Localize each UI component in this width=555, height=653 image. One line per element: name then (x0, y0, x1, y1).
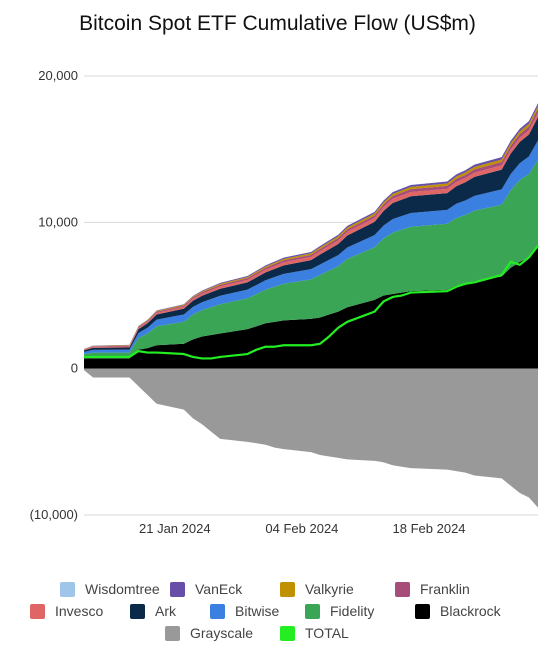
y-tick-label: 10,000 (38, 214, 78, 229)
area-fidelity (84, 159, 538, 359)
legend-item: Valkyrie (280, 578, 354, 600)
legend-label: Bitwise (235, 603, 280, 619)
legend-label: Ark (155, 603, 176, 619)
legend-item: Fidelity (305, 600, 374, 622)
legend-row: Grayscale TOTAL (30, 622, 530, 644)
y-tick-label: 0 (71, 361, 78, 376)
legend: Wisdomtree VanEck Valkyrie Franklin Invesco A… (30, 578, 530, 644)
legend-swatch (130, 603, 145, 619)
legend-item: VanEck (170, 578, 242, 600)
y-axis-tick-labels: 20,000 10,000 0 (10,000) (30, 68, 78, 522)
legend-item: TOTAL (280, 622, 349, 644)
legend-swatch (305, 603, 320, 619)
area-blackrock (84, 247, 538, 369)
legend-label: Fidelity (330, 603, 375, 619)
legend-label: VanEck (195, 581, 243, 597)
legend-label: Valkyrie (305, 581, 354, 597)
chart-title: Bitcoin Spot ETF Cumulative Flow (US$m) (79, 12, 476, 35)
legend-item: Ark (130, 600, 176, 622)
legend-label: Invesco (55, 603, 104, 619)
legend-swatch (280, 581, 295, 597)
legend-swatch (60, 581, 75, 597)
legend-item: Franklin (395, 578, 470, 600)
legend-swatch (210, 603, 225, 619)
legend-swatch (30, 603, 45, 619)
area-series (84, 103, 538, 508)
legend-swatch (165, 625, 180, 641)
legend-label: TOTAL (305, 625, 349, 641)
legend-label: Grayscale (190, 625, 254, 641)
legend-row: Invesco Ark Bitwise Fidelity Blackrock (30, 600, 530, 622)
x-axis-tick-labels: 21 Jan 2024 04 Feb 2024 18 Feb 2024 (139, 521, 466, 536)
legend-item: Wisdomtree (60, 578, 160, 600)
legend-item: Blackrock (415, 600, 501, 622)
legend-swatch (170, 581, 185, 597)
legend-swatch (280, 625, 295, 641)
x-tick-label: 21 Jan 2024 (139, 521, 211, 536)
legend-label: Franklin (420, 581, 470, 597)
area-grayscale (84, 368, 538, 508)
legend-item: Grayscale (165, 622, 253, 644)
line-total (84, 245, 539, 360)
legend-item: Bitwise (210, 600, 279, 622)
line-series (84, 245, 539, 360)
legend-item: Invesco (30, 600, 103, 622)
legend-swatch (395, 581, 410, 597)
legend-row: Wisdomtree VanEck Valkyrie Franklin (30, 578, 530, 600)
y-tick-label: 20,000 (38, 68, 78, 83)
legend-label: Wisdomtree (85, 581, 160, 597)
plot-area: 20,000 10,000 0 (10,000) 21 Jan 2024 04 Feb … (30, 68, 539, 536)
legend-label: Blackrock (440, 603, 501, 619)
x-tick-label: 18 Feb 2024 (393, 521, 466, 536)
legend-swatch (415, 603, 430, 619)
y-tick-label: (10,000) (30, 507, 78, 522)
x-tick-label: 04 Feb 2024 (265, 521, 338, 536)
